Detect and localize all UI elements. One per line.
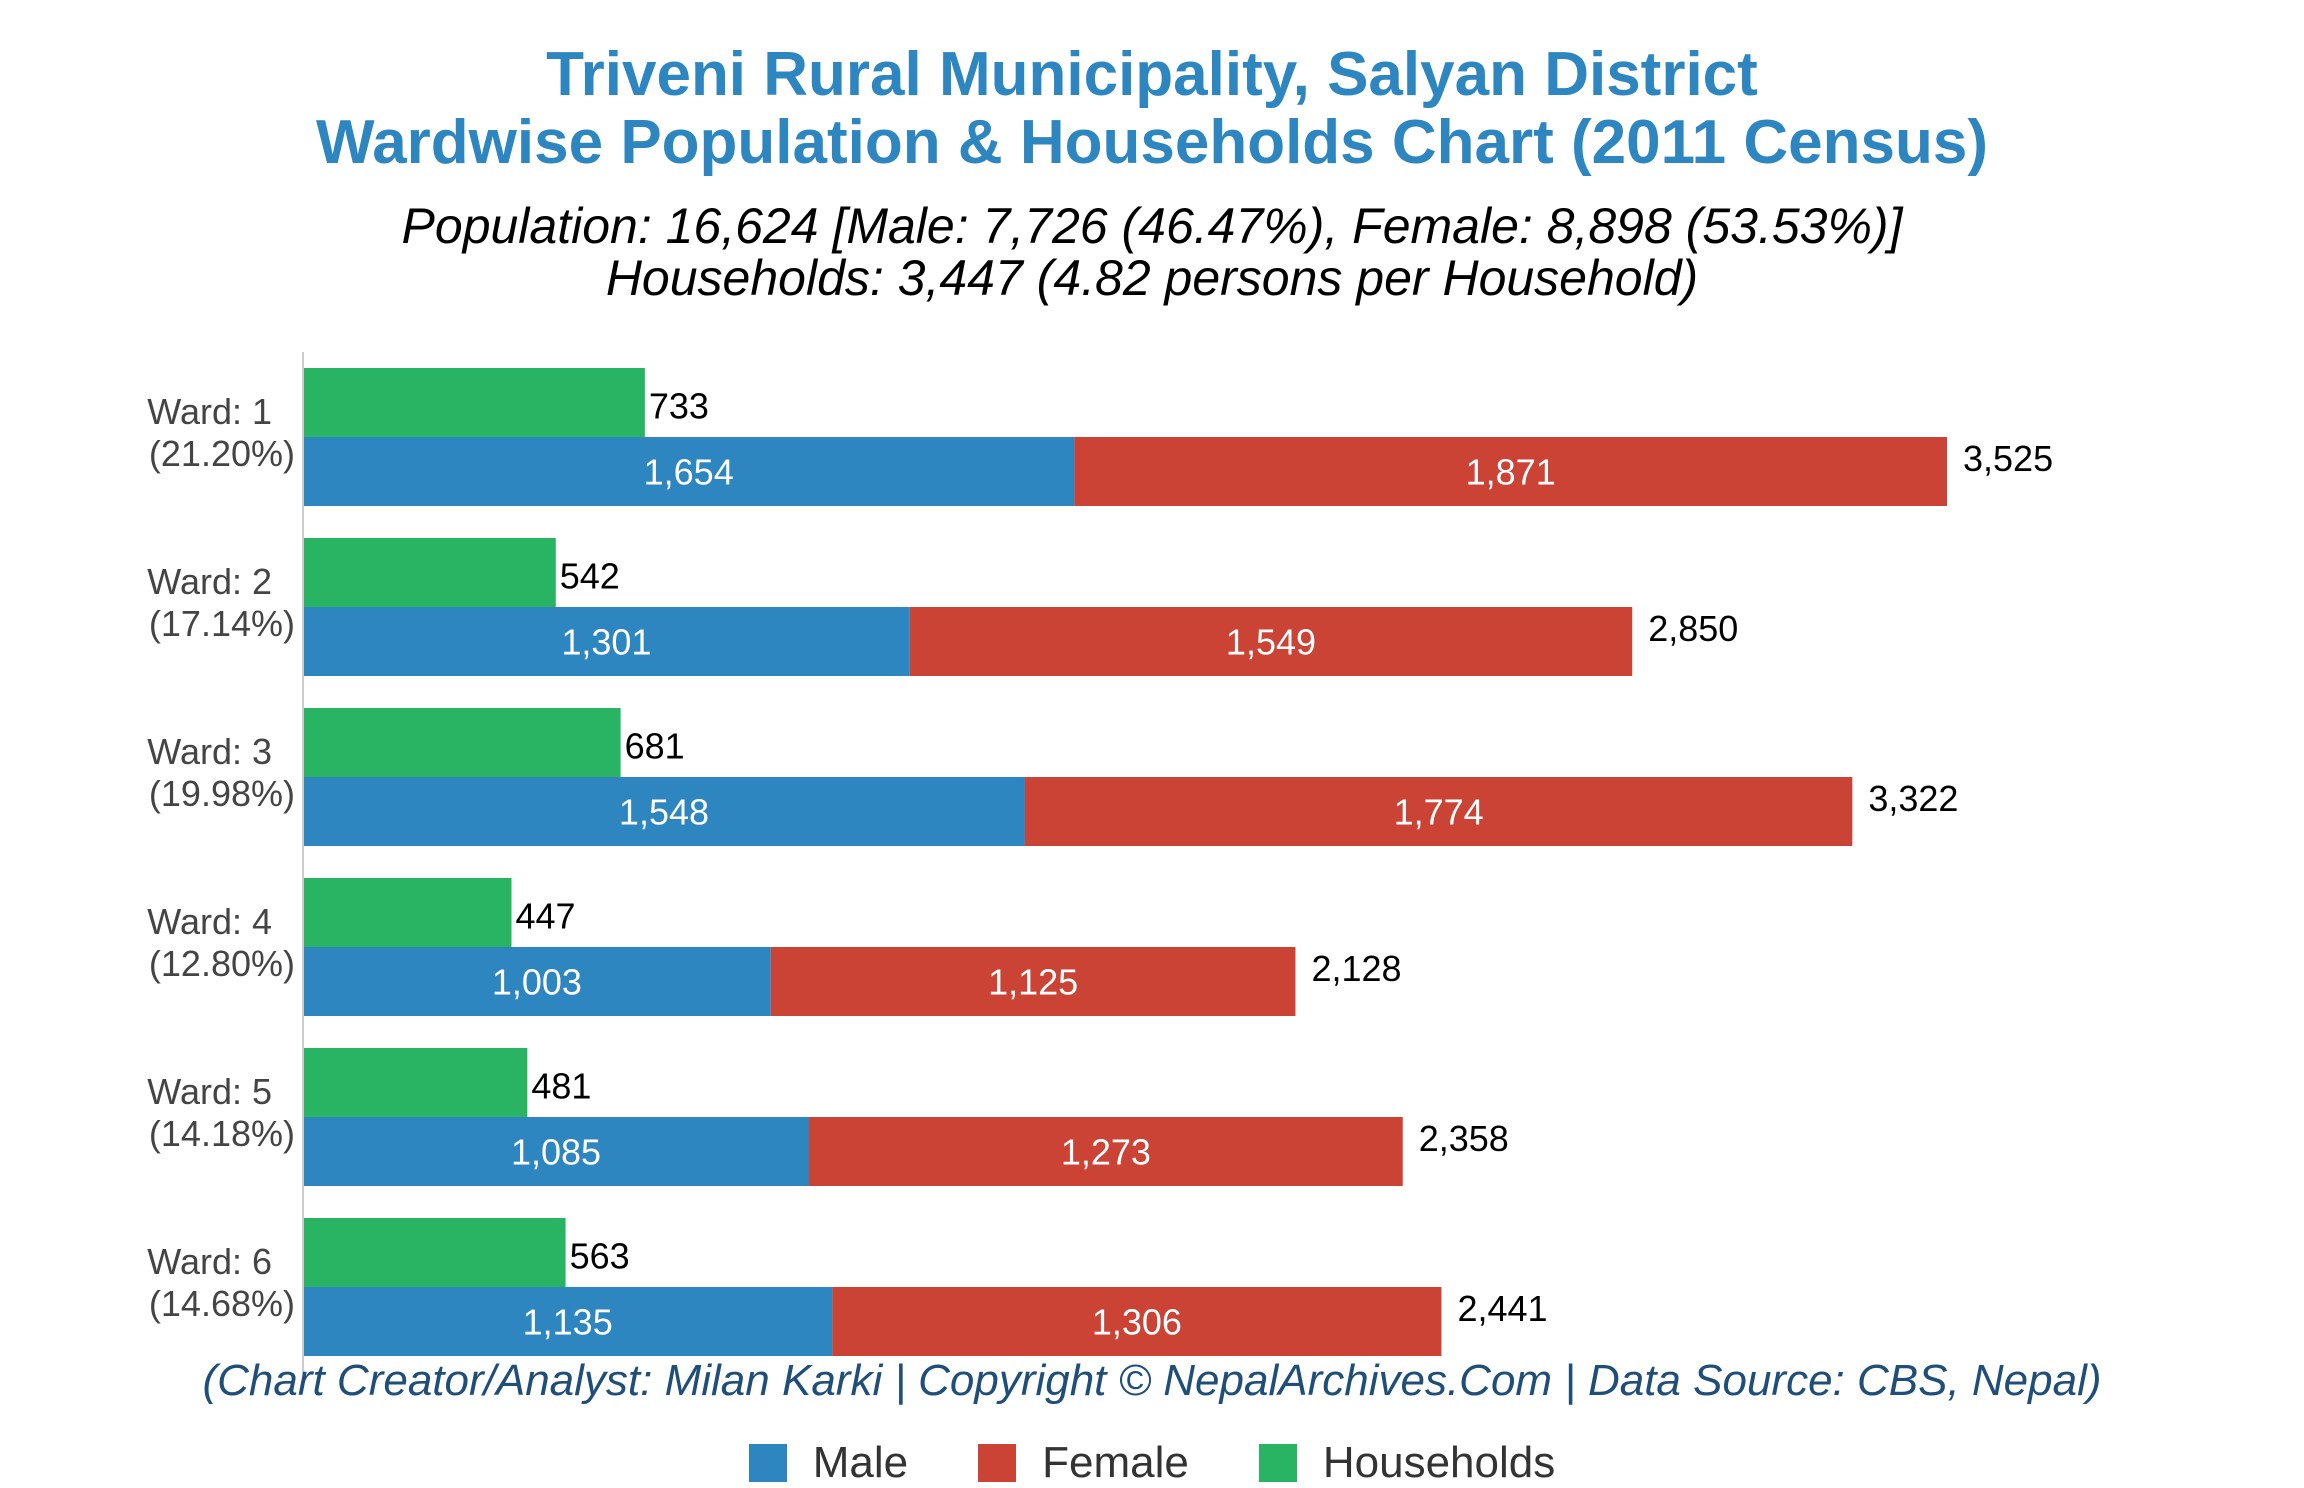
households-value-label: 681: [625, 726, 685, 767]
ward-share-label: (21.20%): [149, 433, 295, 474]
legend-label-female: Female: [1042, 1438, 1189, 1487]
female-value-label: 1,273: [1061, 1132, 1151, 1173]
ward-share-label: (17.14%): [149, 603, 295, 644]
households-bar: [303, 708, 621, 777]
male-value-label: 1,548: [619, 792, 709, 833]
female-value-label: 1,125: [988, 962, 1078, 1003]
ward-share-label: (12.80%): [149, 943, 295, 984]
male-bar: [303, 1117, 810, 1186]
households-bar: [303, 1048, 528, 1117]
total-value-label: 2,128: [1311, 948, 1401, 989]
female-bar: [1024, 777, 1853, 846]
legend-swatch-female: [978, 1444, 1017, 1482]
ward-share-label: (14.18%): [149, 1113, 295, 1154]
households-bar: [303, 538, 556, 607]
male-bar: [303, 777, 1025, 846]
households-value-label: 563: [570, 1236, 630, 1277]
households-value-label: 733: [649, 386, 709, 427]
ward-share-label: (19.98%): [149, 773, 295, 814]
households-value-label: 447: [515, 896, 575, 937]
chart-credit: (Chart Creator/Analyst: Milan Karki | Co…: [202, 1356, 2102, 1405]
male-value-label: 1,085: [511, 1132, 601, 1173]
total-value-label: 2,358: [1419, 1118, 1509, 1159]
male-bar: [303, 1287, 833, 1356]
ward-label: Ward: 3: [147, 731, 272, 772]
female-bar: [770, 947, 1296, 1016]
ward-label: Ward: 4: [147, 901, 272, 942]
female-bar: [909, 607, 1633, 676]
ward-label: Ward: 5: [147, 1071, 272, 1112]
male-value-label: 1,301: [561, 622, 651, 663]
female-bar: [832, 1287, 1442, 1356]
female-bar: [1074, 437, 1947, 506]
legend-item-male: Male: [748, 1438, 909, 1488]
households-bar: [303, 1218, 566, 1287]
households-bar: [303, 368, 645, 437]
female-value-label: 1,306: [1092, 1302, 1182, 1343]
ward-label: Ward: 2: [147, 561, 272, 602]
legend-swatch-households: [1258, 1444, 1297, 1482]
male-bar: [303, 437, 1075, 506]
male-value-label: 1,003: [492, 962, 582, 1003]
households-value-label: 542: [560, 556, 620, 597]
households-value-label: 481: [531, 1066, 591, 1107]
female-value-label: 1,549: [1226, 622, 1316, 663]
total-value-label: 3,322: [1868, 778, 1958, 819]
chart-title: Triveni Rural Municipality, Salyan Distr…: [546, 40, 1758, 109]
legend-label-male: Male: [812, 1438, 909, 1487]
female-bar: [809, 1117, 1403, 1186]
legend-item-female: Female: [978, 1438, 1189, 1488]
households-bar: [303, 878, 512, 947]
male-value-label: 1,135: [523, 1302, 613, 1343]
female-value-label: 1,774: [1394, 792, 1484, 833]
total-value-label: 3,525: [1963, 438, 2053, 479]
legend-label-households: Households: [1322, 1438, 1556, 1487]
ward-label: Ward: 6: [147, 1241, 272, 1282]
households-summary: Households: 3,447 (4.82 persons per Hous…: [605, 250, 1699, 306]
legend-item-households: Households: [1258, 1438, 1556, 1488]
total-value-label: 2,850: [1648, 608, 1738, 649]
legend-swatch-male: [748, 1444, 787, 1482]
ward-share-label: (14.68%): [149, 1283, 295, 1324]
chart-legend: Male Female Households: [0, 1438, 2304, 1488]
male-value-label: 1,654: [644, 452, 734, 493]
population-summary: Population: 16,624 [Male: 7,726 (46.47%)…: [401, 198, 1903, 254]
male-bar: [303, 607, 910, 676]
female-value-label: 1,871: [1466, 452, 1556, 493]
ward-label: Ward: 1: [147, 391, 272, 432]
chart-subtitle: Wardwise Population & Households Chart (…: [315, 108, 1988, 177]
total-value-label: 2,441: [1457, 1288, 1547, 1329]
male-bar: [303, 947, 771, 1016]
